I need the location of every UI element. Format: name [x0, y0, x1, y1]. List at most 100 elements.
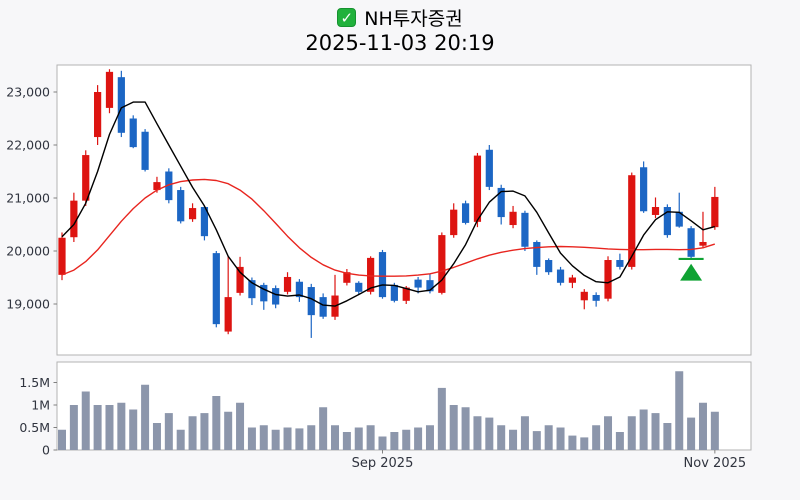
volume-bar: [437, 387, 446, 450]
volume-bar: [307, 425, 316, 450]
price-tick-label: 21,000: [6, 191, 50, 206]
volume-bar: [532, 431, 541, 450]
volume-bar: [366, 425, 375, 450]
candle: [367, 257, 375, 292]
volume-bar: [639, 409, 648, 450]
candle: [117, 77, 125, 133]
candle: [675, 211, 683, 227]
candle: [450, 209, 458, 236]
candle: [604, 260, 612, 299]
volume-bar: [236, 402, 245, 450]
candle: [105, 71, 114, 108]
candle: [165, 171, 173, 201]
volume-bar: [105, 405, 114, 450]
candle: [497, 187, 505, 218]
candle: [272, 288, 280, 305]
candle: [283, 276, 292, 292]
candle: [687, 228, 695, 257]
candle: [699, 241, 707, 246]
volume-bar: [663, 423, 672, 450]
page-title: NH투자증권: [364, 8, 463, 30]
volume-bar: [651, 413, 660, 450]
volume-bar: [342, 432, 351, 450]
volume-bar: [627, 416, 636, 450]
candle: [224, 297, 232, 332]
candle: [628, 175, 636, 267]
volume-bar: [188, 416, 197, 450]
volume-bar: [224, 411, 233, 450]
volume-bar: [93, 405, 102, 450]
volume-bar: [152, 423, 161, 450]
candle: [212, 253, 220, 325]
volume-bar: [390, 432, 399, 450]
candle: [355, 282, 363, 292]
volume-bar: [271, 429, 280, 450]
volume-panel: [58, 371, 719, 450]
candle: [188, 208, 197, 220]
datetime-subtitle: 2025-11-03 20:19: [305, 31, 495, 55]
volume-bar: [414, 427, 423, 450]
volume-bar: [615, 432, 624, 450]
volume-bar: [212, 396, 221, 450]
volume-bar: [129, 409, 138, 450]
volume-bar: [331, 425, 340, 450]
volume-bar: [687, 417, 696, 450]
candle: [260, 284, 268, 302]
volume-bar: [141, 384, 150, 450]
volume-bar: [58, 429, 66, 450]
volume-bar: [81, 391, 90, 450]
volume-bar: [319, 407, 328, 450]
price-tick-label: 23,000: [6, 85, 50, 100]
volume-bar: [378, 436, 387, 450]
checkbox-icon: ✓: [337, 8, 357, 27]
price-tick-label: 19,000: [6, 297, 50, 312]
ma-long-line: [61, 178, 716, 277]
price-tick-label: 22,000: [6, 138, 50, 153]
candle: [711, 196, 719, 228]
candle: [295, 281, 303, 298]
candle: [461, 203, 470, 223]
axis-labels: 23,000 22,000 21,000 20,000 19,000 1.5M 1M 0.5M…: [6, 85, 746, 472]
candle: [521, 212, 529, 247]
candle: [248, 280, 256, 299]
volume-bar: [509, 429, 518, 450]
volume-bar: [675, 371, 684, 450]
candle: [580, 291, 588, 301]
chart-title-row: ✓ NH투자증권: [0, 5, 800, 30]
volume-bar: [592, 425, 601, 450]
volume-bar: [117, 402, 126, 450]
candle: [640, 167, 648, 212]
volume-bar: [580, 437, 589, 450]
volume-bar: [247, 427, 256, 450]
volume-bar: [283, 427, 292, 450]
volume-bar: [473, 416, 482, 450]
volume-bar: [485, 417, 494, 450]
candle: [58, 237, 66, 275]
volume-bar: [164, 413, 173, 450]
candle: [236, 266, 244, 293]
candle: [378, 252, 387, 298]
ma-short-line: [61, 101, 715, 307]
volume-bar: [259, 425, 268, 450]
candle: [70, 200, 78, 238]
x-axis-label: Nov 2025: [684, 456, 747, 471]
volume-tick-label: 0.5M: [19, 420, 50, 435]
candle: [616, 260, 624, 267]
volume-bar: [461, 407, 470, 450]
volume-bar: [176, 429, 185, 450]
volume-bar: [354, 427, 363, 450]
volume-tick-label: 1.5M: [19, 375, 50, 390]
candle: [414, 279, 422, 288]
candle: [568, 277, 577, 283]
candle: [485, 149, 493, 187]
candle: [545, 260, 553, 273]
volume-bar: [568, 435, 577, 450]
buy-marker-triangle: [680, 263, 703, 281]
volume-bar: [556, 427, 565, 450]
candle: [473, 155, 482, 222]
candle: [319, 297, 327, 317]
candle: [663, 207, 671, 236]
candle: [533, 241, 541, 267]
